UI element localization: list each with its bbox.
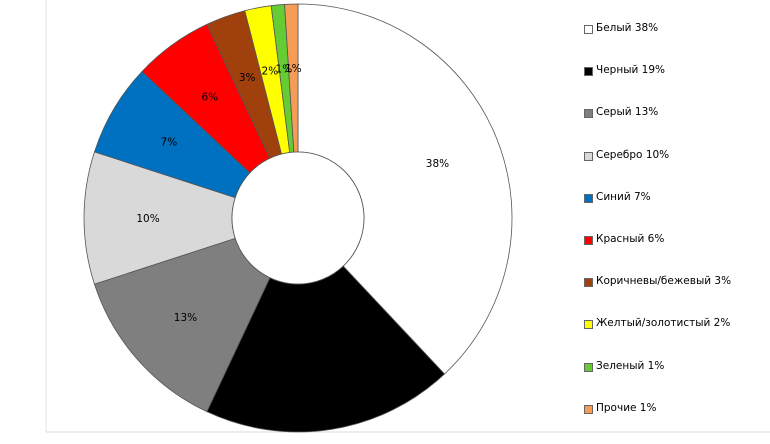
legend-item-brown: Коричневы/бежевый 3% — [584, 275, 764, 317]
legend-swatch-black — [584, 67, 593, 77]
legend-swatch-yellow — [584, 320, 593, 330]
legend-label-silver: Серебро 10% — [596, 148, 670, 161]
legend-label-green: Зеленый 1% — [596, 359, 665, 372]
legend-label-other: Прочие 1% — [596, 401, 657, 414]
chart-area: 38% 19% 13% 10% 7% 6% 3% 2% 1% 1% Белый 38% Черны… — [45, 0, 770, 433]
data-label-brown: 3% — [239, 72, 256, 84]
legend: Белый 38% Черный 19% Серый 13% Серебро 1… — [584, 22, 764, 444]
legend-label-yellow: Желтый/золотистый 2% — [596, 317, 731, 330]
legend-item-white: Белый 38% — [584, 22, 764, 64]
data-label-black: 19% — [310, 361, 333, 373]
legend-item-blue: Синий 7% — [584, 191, 764, 233]
legend-item-black: Черный 19% — [584, 64, 764, 106]
donut-chart: 38%19%13%10%7%6%3%2%1%1% — [45, 0, 770, 433]
legend-swatch-green — [584, 362, 593, 372]
legend-label-blue: Синий 7% — [596, 190, 651, 203]
legend-item-gray: Серый 13% — [584, 106, 764, 148]
legend-label-red: Красный 6% — [596, 232, 665, 245]
legend-item-green: Зеленый 1% — [584, 360, 764, 402]
data-label-silver: 10% — [136, 213, 159, 225]
legend-label-white: Белый 38% — [596, 22, 659, 34]
legend-item-silver: Серебро 10% — [584, 149, 764, 191]
legend-swatch-other — [584, 404, 593, 414]
legend-item-other: Прочие 1% — [584, 402, 764, 444]
legend-swatch-gray — [584, 109, 593, 119]
legend-swatch-brown — [584, 278, 593, 288]
data-label-yellow: 2% — [262, 66, 279, 78]
legend-label-brown: Коричневы/бежевый 3% — [596, 275, 732, 288]
legend-swatch-blue — [584, 193, 593, 203]
data-label-blue: 7% — [161, 137, 178, 149]
legend-label-black: Черный 19% — [596, 64, 665, 77]
data-label-green: 1% — [276, 64, 293, 76]
data-label-gray: 13% — [174, 312, 197, 324]
legend-item-yellow: Желтый/золотистый 2% — [584, 317, 764, 359]
data-label-red: 6% — [201, 92, 218, 104]
legend-swatch-white — [584, 25, 593, 34]
data-label-other: 1% — [285, 63, 302, 75]
legend-swatch-red — [584, 235, 593, 245]
donut-hole — [231, 151, 365, 285]
legend-swatch-silver — [584, 151, 593, 161]
legend-item-red: Красный 6% — [584, 233, 764, 275]
data-label-white: 38% — [426, 158, 449, 170]
legend-label-gray: Серый 13% — [596, 106, 659, 119]
